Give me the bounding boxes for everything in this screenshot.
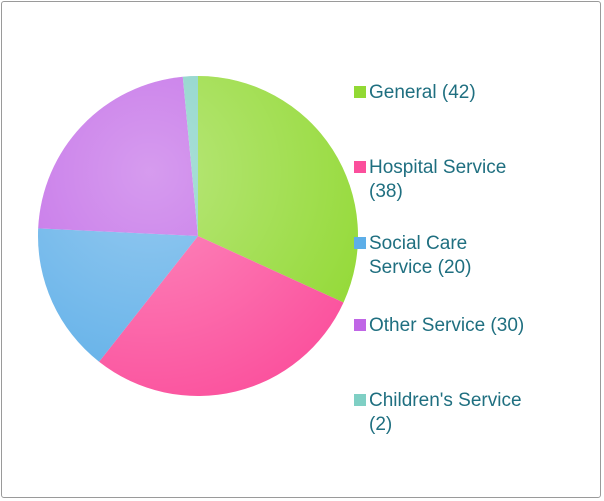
legend-label: Hospital Service (38) xyxy=(369,157,507,202)
legend-swatch xyxy=(354,161,366,173)
legend-label: Children's Service (2) xyxy=(369,390,522,435)
legend-swatch xyxy=(354,319,366,331)
legend-swatch xyxy=(354,394,366,406)
legend-label: General (42) xyxy=(369,82,476,103)
legend-label: Social Care Service (20) xyxy=(369,233,472,278)
legend-label: Other Service (30) xyxy=(369,315,525,336)
legend-swatch xyxy=(354,237,366,249)
legend-swatch xyxy=(354,86,366,98)
pie-slice xyxy=(38,76,198,237)
